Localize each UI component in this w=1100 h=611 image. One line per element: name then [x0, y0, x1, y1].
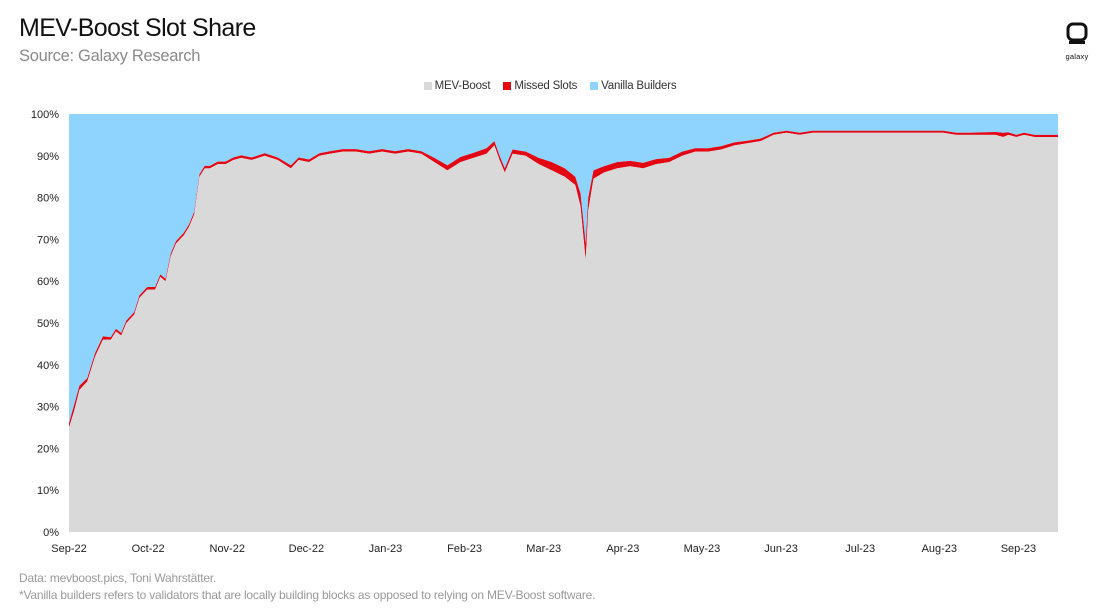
x-tick-label: May-23: [684, 543, 721, 555]
legend-item-mev-boost: MEV-Boost: [423, 80, 491, 92]
y-tick-label: 30%: [37, 402, 59, 414]
legend-swatch-mev-boost: [423, 82, 432, 90]
y-tick-label: 0%: [43, 527, 59, 539]
x-tick-label: Jul-23: [845, 543, 875, 555]
page-subtitle: Source: Galaxy Research: [19, 47, 201, 65]
data-source-note: Data: mevboost.pics, Toni Wahrstätter.: [19, 571, 217, 585]
y-tick-label: 10%: [37, 485, 59, 497]
legend-label-missed-slots: Missed Slots: [514, 80, 578, 92]
x-tick-label: Oct-22: [132, 543, 165, 555]
logo-wordmark: galaxy: [1065, 52, 1089, 61]
y-tick-label: 90%: [37, 151, 59, 163]
x-tick-label: Dec-22: [289, 543, 324, 555]
legend-label-vanilla-builders: Vanilla Builders: [601, 80, 677, 92]
galaxy-logo: galaxy: [1059, 22, 1095, 61]
x-tick-label: Nov-22: [210, 543, 245, 555]
legend-item-missed-slots: Missed Slots: [503, 80, 577, 92]
page-title: MEV-Boost Slot Share: [19, 14, 256, 42]
x-tick-label: Apr-23: [606, 543, 639, 555]
legend-item-vanilla-builders: Vanilla Builders: [590, 80, 677, 92]
x-tick-label: Jun-23: [764, 543, 798, 555]
x-tick-label: Sep-22: [51, 543, 86, 555]
x-tick-label: Jan-23: [369, 543, 403, 555]
legend-swatch-missed-slots: [503, 82, 512, 90]
x-tick-label: Aug-23: [922, 543, 957, 555]
y-tick-label: 100%: [31, 109, 59, 121]
y-tick-label: 60%: [37, 276, 59, 288]
x-tick-label: Sep-23: [1001, 543, 1036, 555]
y-tick-label: 20%: [37, 443, 59, 455]
legend-swatch-vanilla-builders: [590, 82, 599, 90]
footnote: *Vanilla builders refers to validators t…: [19, 588, 596, 602]
chart-legend: MEV-Boost Missed Slots Vanilla Builders: [0, 80, 1100, 93]
y-tick-label: 80%: [37, 193, 59, 205]
x-tick-label: Mar-23: [526, 543, 561, 555]
galaxy-logo-icon: [1066, 22, 1088, 44]
series-area-mev-boost: [69, 132, 1058, 532]
y-tick-label: 70%: [37, 234, 59, 246]
legend-label-mev-boost: MEV-Boost: [434, 80, 491, 92]
y-tick-label: 40%: [37, 360, 59, 372]
series-area-vanilla-builders: [69, 114, 1058, 424]
x-tick-label: Feb-23: [447, 543, 482, 555]
y-tick-label: 50%: [37, 318, 59, 330]
